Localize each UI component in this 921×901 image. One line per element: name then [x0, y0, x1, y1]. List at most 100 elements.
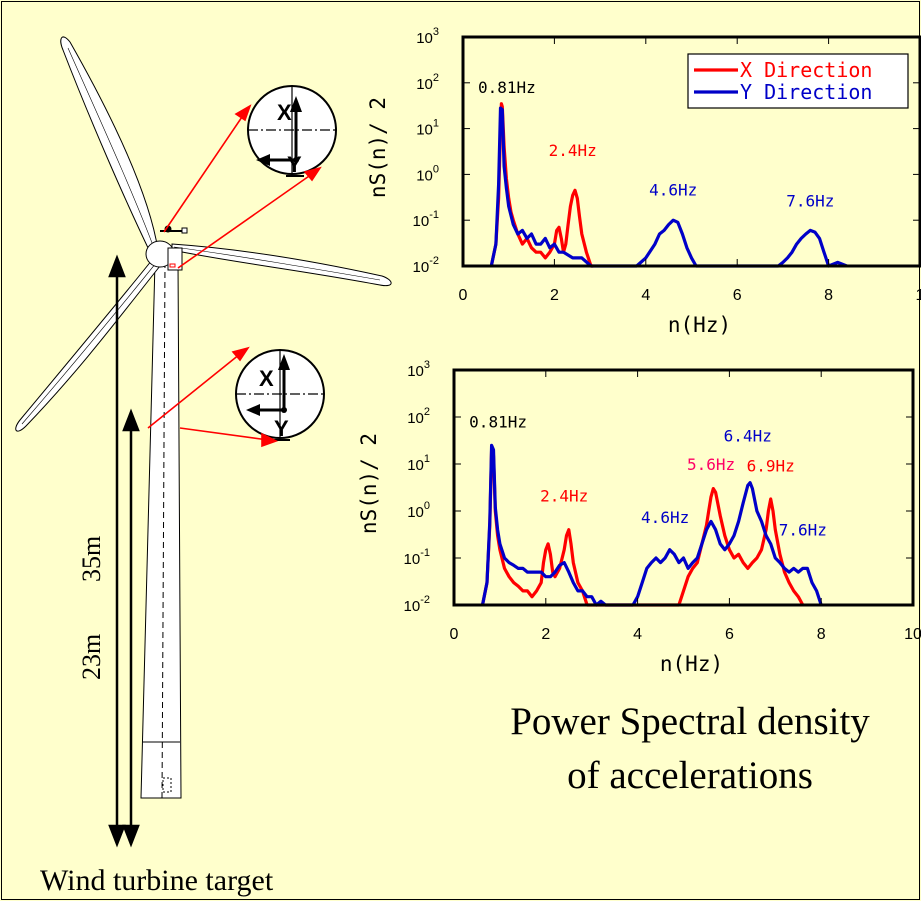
peak-annotation: 2.4Hz — [540, 486, 588, 505]
turbine-blade-right-inner — [173, 246, 381, 281]
peak-annotation: 4.6Hz — [641, 508, 689, 527]
peak-annotation: 7.6Hz — [786, 191, 834, 210]
y-tick-exponent: 1 — [433, 118, 439, 130]
x-axis-label: n(Hz) — [668, 313, 731, 337]
x-tick-label: 6 — [725, 626, 734, 643]
legend-box — [687, 53, 909, 109]
peak-annotation: 7.6Hz — [779, 521, 827, 540]
anemometer-vane — [181, 227, 188, 234]
pointer-nacelle-to-upper — [177, 173, 313, 269]
turbine-caption: Wind turbine target — [40, 864, 274, 897]
height-label-23m: 23m — [77, 634, 106, 680]
legend-entry-label: Y Direction — [740, 80, 872, 104]
sensor-pointers — [147, 104, 322, 448]
y-tick-exponent: -2 — [420, 594, 430, 606]
y-tick-label: 103 — [407, 359, 430, 380]
peak-annotation: 2.4Hz — [549, 141, 597, 160]
y-tick-label: 10-2 — [413, 255, 439, 276]
x-tick-label: 2 — [550, 287, 559, 304]
y-tick-exponent: -1 — [420, 547, 430, 559]
sensor-center-dot — [281, 407, 287, 413]
pointer-arrowhead — [261, 432, 279, 448]
sensor-center-dot — [293, 157, 299, 163]
y-tick-exponent: 2 — [424, 406, 430, 418]
y-tick-label: 101 — [407, 453, 430, 474]
pointer-mid-to-lower — [147, 353, 241, 429]
y-tick-label: 100 — [407, 500, 430, 521]
sensor-diagram-lower: X Y — [235, 349, 325, 441]
x-axis-label: n(Hz) — [660, 652, 723, 676]
x-tick-label: 8 — [817, 626, 826, 643]
peak-annotation: 5.6Hz — [687, 455, 735, 474]
x-tick-label: 0 — [459, 287, 468, 304]
peak-annotation: 6.4Hz — [724, 427, 772, 446]
y-tick-label: 100 — [416, 163, 439, 184]
y-tick-label: 102 — [416, 72, 439, 93]
tower-door — [162, 777, 172, 793]
y-tick-label: 10-2 — [404, 594, 430, 615]
caption-line-2: of accelerations — [567, 754, 813, 797]
x-tick-label: 6 — [733, 287, 742, 304]
height-arrowhead-bottom — [108, 824, 126, 848]
peak-annotation: 4.6Hz — [649, 180, 697, 199]
wind-turbine-illustration — [15, 36, 392, 799]
height-label-35m: 35m — [77, 536, 106, 582]
caption-line-1: Power Spectral density — [510, 700, 870, 743]
y-tick-label: 102 — [407, 406, 430, 427]
y-axis-label: nS(n)/ 2 — [357, 433, 381, 534]
pointer-mid-to-lower-base — [179, 427, 269, 441]
x-tick-label: 2 — [541, 626, 550, 643]
series-line-y-direction — [480, 443, 823, 607]
plot-area-frame — [461, 35, 921, 268]
sensor-axis-x-label: X — [259, 366, 274, 391]
pointer-top-to-upper — [163, 113, 245, 233]
y-tick-label: 103 — [416, 26, 439, 47]
x-tick-label: 0 — [450, 626, 459, 643]
x-tick-label: 4 — [641, 287, 650, 304]
sensor-axis-x-label: X — [277, 100, 292, 125]
y-tick-exponent: -1 — [429, 209, 439, 221]
turbine-blade-upper-inner — [67, 47, 155, 249]
turbine-blade-lower — [15, 259, 161, 432]
y-tick-label: 101 — [416, 118, 439, 139]
peak-annotation: 6.9Hz — [747, 456, 795, 475]
y-tick-exponent: 2 — [433, 72, 439, 84]
y-tick-label: 10-1 — [404, 547, 430, 568]
y-tick-exponent: 3 — [424, 359, 430, 371]
peak-annotation: 0.81Hz — [478, 78, 536, 97]
sensor-x-arrowhead — [290, 96, 302, 112]
y-tick-exponent: 0 — [433, 163, 439, 175]
turbine-tower — [140, 261, 182, 799]
height-arrowhead-bottom — [122, 824, 140, 848]
x-tick-label: 4 — [633, 626, 642, 643]
y-tick-exponent: 1 — [424, 453, 430, 465]
x-tick-label: 8 — [824, 287, 833, 304]
sensor-axis-y-label: Y — [287, 152, 302, 177]
legend-entry-label: X Direction — [740, 58, 872, 82]
height-dimensions — [108, 254, 140, 848]
pointer-arrowhead — [231, 346, 250, 362]
sensor-marker-top — [169, 263, 176, 268]
y-tick-exponent: 0 — [424, 500, 430, 512]
sensor-y-arrowhead — [256, 154, 270, 166]
turbine-blade-right — [171, 243, 392, 287]
sensor-y-arrowhead — [246, 404, 260, 416]
turbine-blade-upper — [60, 36, 159, 253]
x-tick-label: 10 — [904, 626, 921, 643]
sensor-axis-y-label: Y — [274, 416, 289, 441]
pointer-arrowhead — [234, 104, 252, 122]
height-arrowhead-top — [108, 254, 126, 278]
x-tick-label: 1 — [916, 287, 921, 304]
y-axis-label: nS(n)/ 2 — [366, 97, 390, 198]
height-arrowhead-top — [122, 408, 140, 432]
psd-chart-top: 10-2 1 0 -1 100 101 102 103 0 2 4 6 8 1 n(Hz) nS(n)/ 2 0… — [366, 26, 921, 337]
turbine-blade-lower-inner — [21, 262, 157, 425]
peak-annotation: 0.81Hz — [469, 412, 527, 431]
pointer-arrowhead — [303, 166, 322, 182]
y-tick-exponent: 3 — [433, 26, 439, 38]
